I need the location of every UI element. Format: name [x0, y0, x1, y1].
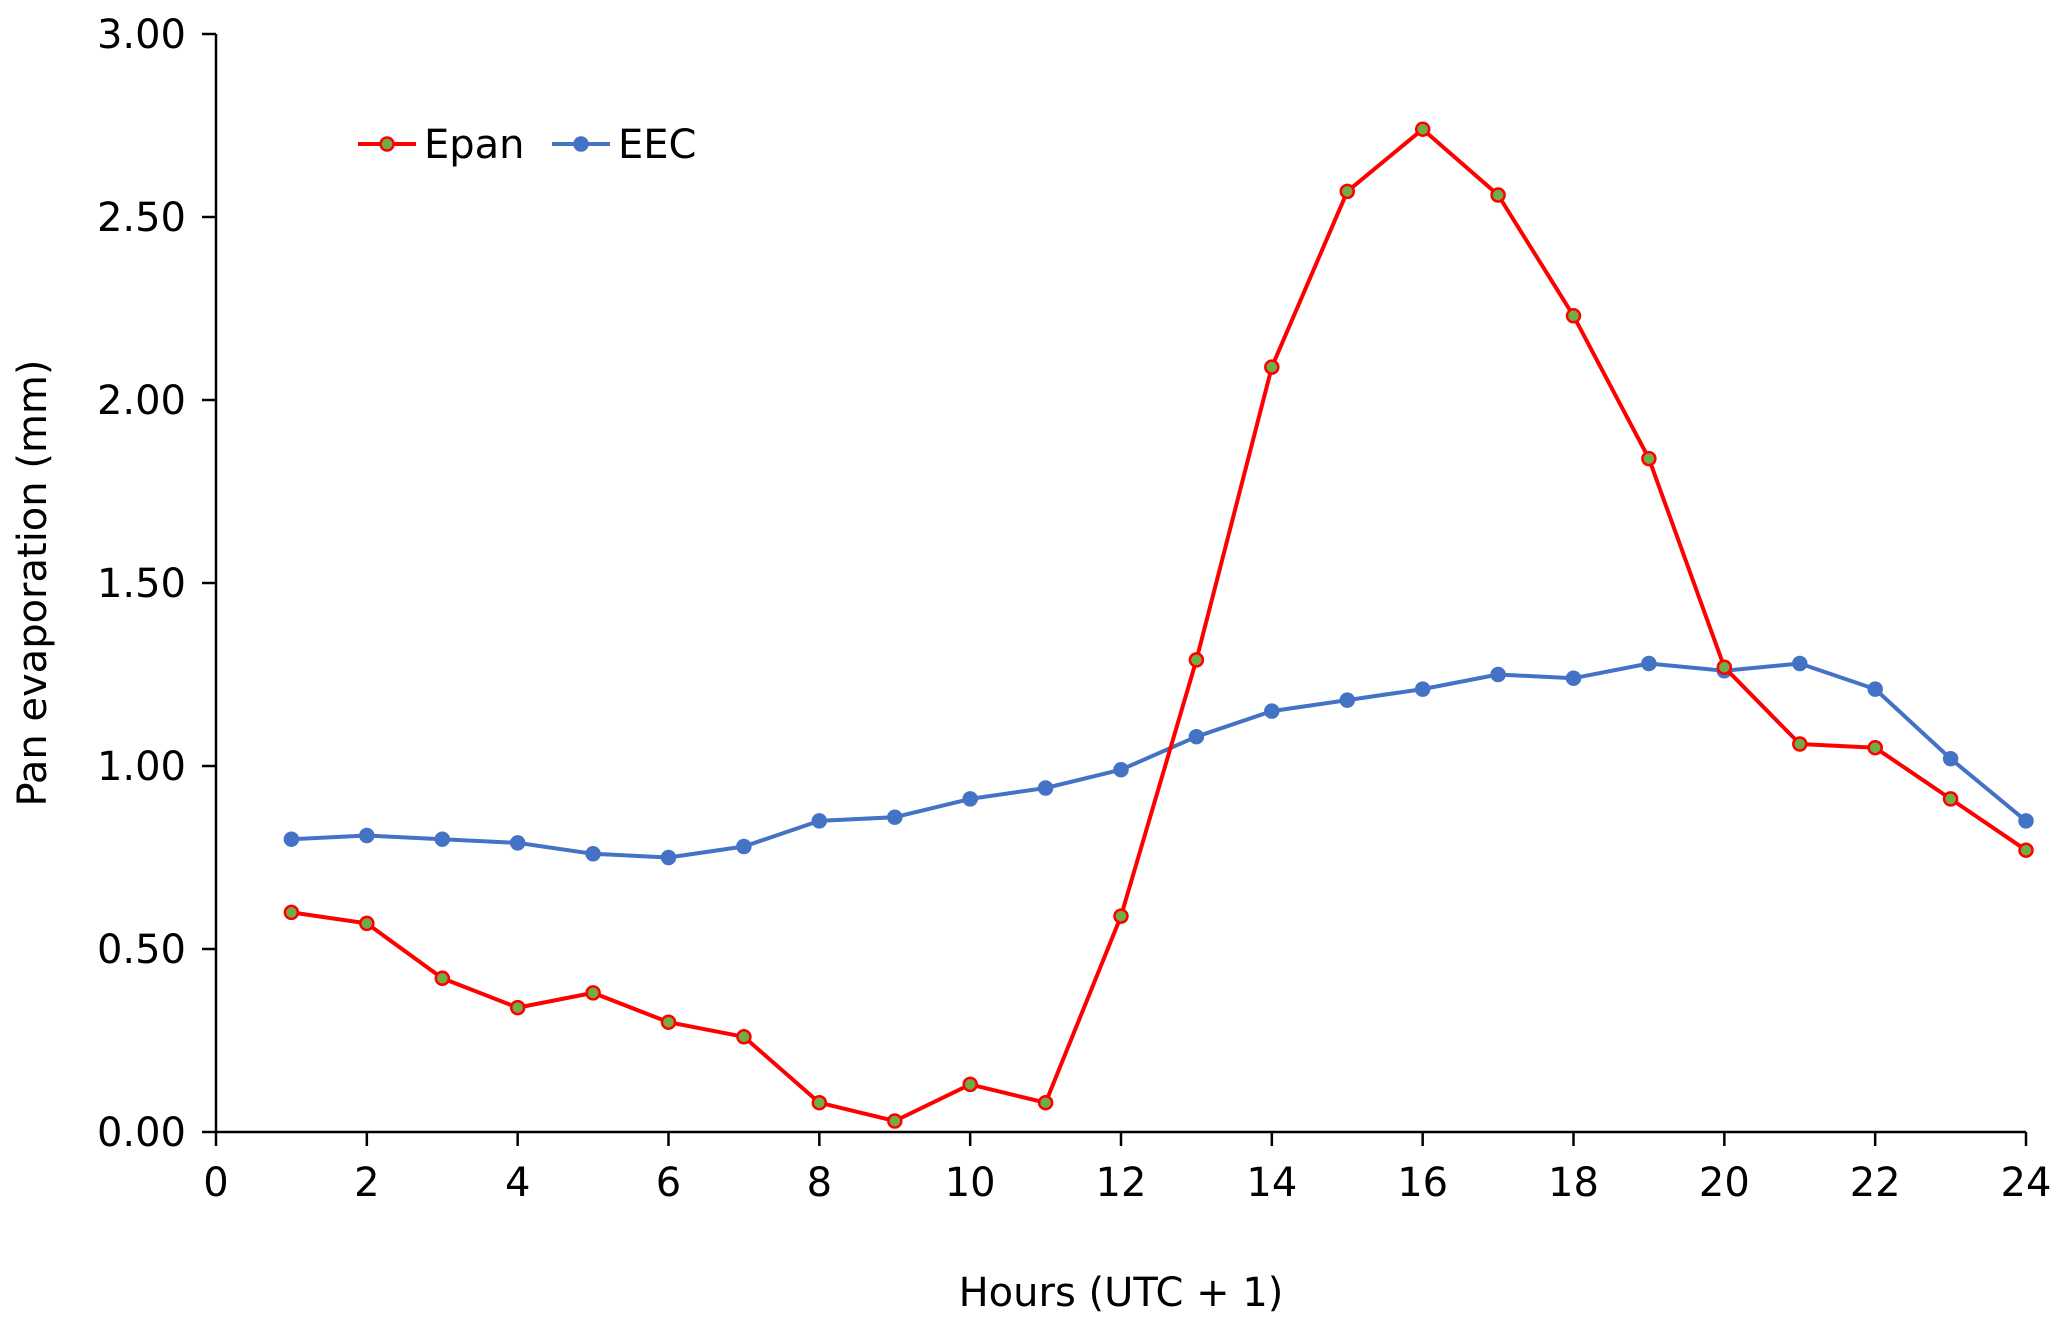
legend-item-eec: EEC: [552, 122, 696, 168]
y-tick-label: 3.00: [97, 12, 186, 58]
legend: Epan EEC: [358, 122, 696, 168]
x-tick-label: 24: [2001, 1160, 2052, 1206]
data-point-eec: [736, 838, 752, 855]
series-epan: [283, 121, 2034, 1129]
x-tick-label: 10: [945, 1160, 996, 1206]
data-point-epan: [1414, 121, 1431, 137]
y-tick-label: 0.50: [97, 927, 186, 973]
legend-swatch-marker: [573, 136, 589, 152]
x-tick-label: 2: [354, 1160, 379, 1206]
legend-item-epan: Epan: [358, 122, 525, 168]
x-tick-label: 12: [1096, 1160, 1147, 1206]
data-point-epan: [887, 1113, 903, 1129]
data-point-eec: [660, 849, 677, 866]
data-point-epan: [585, 985, 601, 1001]
data-point-eec: [811, 813, 828, 829]
series-line-eec: [291, 661, 2028, 860]
data-point-epan: [1942, 791, 1959, 807]
data-point-eec: [887, 809, 903, 825]
y-axis-title: Pan evaporation (mm): [10, 360, 56, 807]
x-tick-label: 20: [1699, 1160, 1750, 1206]
data-point-eec: [1565, 670, 1582, 686]
y-tick-label: 1.00: [97, 744, 186, 790]
data-point-eec: [1414, 681, 1431, 697]
data-point-epan: [509, 999, 526, 1016]
data-point-epan: [283, 904, 300, 921]
data-point-epan: [1641, 450, 1657, 467]
x-tick-label: 6: [656, 1160, 681, 1206]
data-point-epan: [1565, 308, 1582, 324]
series-line-epan: [291, 127, 2028, 1123]
data-point-epan: [1867, 739, 1883, 756]
data-point-epan: [1188, 652, 1205, 668]
data-point-eec: [1037, 780, 1054, 796]
y-tick-label: 2.00: [97, 378, 186, 424]
data-point-epan: [1339, 183, 1356, 200]
data-point-eec: [509, 835, 526, 851]
data-point-eec: [1113, 761, 1129, 778]
data-point-eec: [2018, 813, 2034, 829]
x-axis-title: Hours (UTC + 1): [959, 1270, 1284, 1316]
data-point-eec: [283, 831, 300, 847]
data-point-epan: [1716, 659, 1733, 675]
x-tick-label: 16: [1397, 1160, 1448, 1206]
data-point-eec: [1641, 655, 1657, 672]
legend-label: EEC: [618, 122, 696, 168]
x-axis-ticks: 0 2 4 6 8 10 12 14 16 18 20 22 24: [203, 1132, 2051, 1206]
data-point-eec: [962, 791, 978, 807]
data-point-epan: [962, 1076, 978, 1093]
data-point-epan: [1113, 908, 1129, 924]
y-tick-label: 0.00: [97, 1110, 186, 1156]
x-tick-label: 22: [1850, 1160, 1901, 1206]
y-axis-ticks: 0.00 0.50 1.00 1.50 2.00 2.50 3.00: [97, 12, 216, 1156]
data-point-epan: [2018, 842, 2034, 858]
data-point-epan: [811, 1094, 828, 1111]
data-point-epan: [660, 1014, 677, 1030]
legend-swatch-marker: [379, 136, 395, 152]
data-point-eec: [1867, 681, 1883, 697]
data-point-eec: [1792, 655, 1808, 672]
y-tick-label: 1.50: [97, 561, 186, 607]
data-point-epan: [1792, 736, 1808, 752]
data-point-eec: [1339, 692, 1356, 708]
axes: [214, 34, 2026, 1134]
x-tick-label: 4: [505, 1160, 530, 1206]
data-point-epan: [1264, 359, 1280, 375]
data-point-eec: [434, 831, 451, 847]
y-tick-label: 2.50: [97, 195, 186, 241]
data-point-eec: [1942, 750, 1959, 767]
x-tick-label: 8: [807, 1160, 832, 1206]
data-point-epan: [1490, 187, 1506, 203]
data-point-epan: [1037, 1094, 1054, 1111]
data-point-eec: [585, 846, 601, 862]
data-point-eec: [1188, 728, 1205, 745]
data-point-epan: [434, 970, 451, 987]
series: [283, 121, 2034, 1129]
data-point-eec: [359, 827, 375, 844]
data-point-eec: [1490, 666, 1506, 683]
x-tick-label: 0: [203, 1160, 228, 1206]
legend-label: Epan: [424, 122, 525, 168]
x-tick-label: 18: [1548, 1160, 1599, 1206]
data-point-epan: [736, 1029, 752, 1045]
x-tick-label: 14: [1246, 1160, 1297, 1206]
data-point-eec: [1264, 703, 1280, 719]
series-eec: [283, 655, 2034, 866]
data-point-epan: [359, 915, 375, 932]
